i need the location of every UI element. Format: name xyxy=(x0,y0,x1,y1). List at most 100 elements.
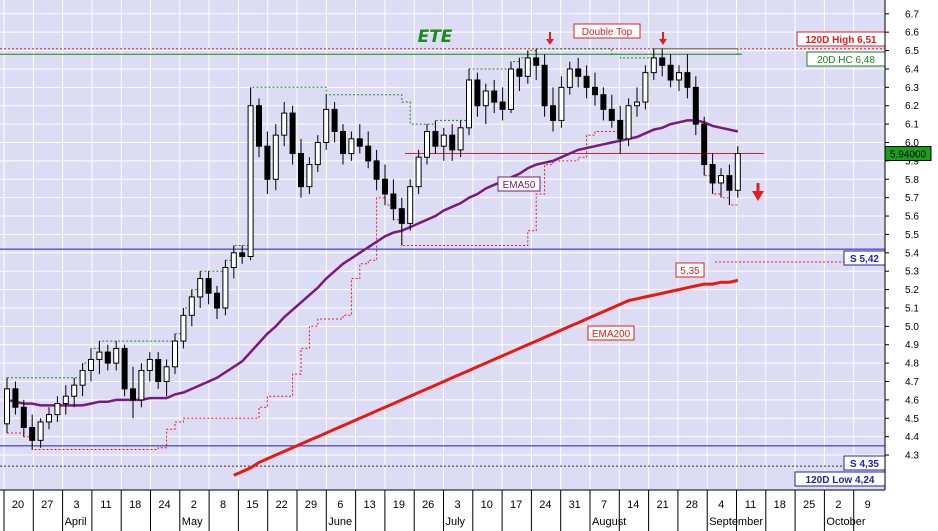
candle-body xyxy=(508,68,514,110)
candle-body xyxy=(734,153,741,191)
candle-body xyxy=(247,105,254,257)
x-tick-label: 2 xyxy=(835,499,841,511)
x-tick-label: 14 xyxy=(627,499,639,511)
x-tick-label: 28 xyxy=(686,499,698,511)
candle-body xyxy=(407,186,414,224)
candle-body xyxy=(113,347,120,364)
candle-body xyxy=(457,127,464,151)
last-price-label: 5.94000 xyxy=(890,150,927,161)
candle-body xyxy=(600,94,607,110)
candle-body xyxy=(625,105,632,140)
candle-body xyxy=(4,388,10,425)
candle-body xyxy=(222,267,229,309)
y-tick-label: 5.3 xyxy=(905,267,919,278)
candle-body xyxy=(659,57,666,66)
candle-body xyxy=(676,72,682,81)
trailing-low-line xyxy=(7,131,738,450)
candle-body xyxy=(71,384,78,397)
ema200-line xyxy=(233,278,739,477)
candle-body xyxy=(146,358,153,371)
y-tick-label: 5.0 xyxy=(905,322,919,333)
y-tick-label: 5.9 xyxy=(905,156,919,167)
stop-level-label: 5,35 xyxy=(680,266,700,277)
y-tick-label: 5.8 xyxy=(905,175,919,186)
candle-body xyxy=(583,75,590,88)
y-tick-label: 5.7 xyxy=(905,193,919,204)
x-tick-label: 10 xyxy=(481,499,493,511)
x-axis-band xyxy=(0,490,938,531)
month-label: October xyxy=(826,516,865,528)
x-tick-label: 8 xyxy=(220,499,226,511)
x-tick-label: 21 xyxy=(656,499,668,511)
month-label: August xyxy=(592,516,626,528)
y-tick-label: 6.4 xyxy=(905,64,919,75)
candle-body xyxy=(390,193,397,210)
candle-body xyxy=(104,351,111,364)
candlesticks xyxy=(4,48,741,450)
breakdown-arrow-icon xyxy=(752,191,764,201)
plot-area xyxy=(0,0,885,490)
candle-body xyxy=(415,156,422,188)
candle-body xyxy=(331,108,338,132)
double-top-arrow-right xyxy=(659,39,667,45)
candle-body xyxy=(37,421,44,441)
candle-body xyxy=(491,90,498,103)
candle-body xyxy=(541,64,548,107)
y-tick-label: 4.3 xyxy=(905,451,919,462)
candle-body xyxy=(348,138,355,155)
ema50-label: EMA50 xyxy=(503,180,536,191)
candle-body xyxy=(575,68,582,77)
candle-body xyxy=(684,72,691,88)
candle-body xyxy=(256,105,262,147)
candle-body xyxy=(230,252,237,269)
candle-body xyxy=(550,105,556,121)
x-tick-label: 13 xyxy=(363,499,375,511)
candle-body xyxy=(709,164,716,184)
candle-body xyxy=(20,406,27,428)
x-tick-label: 20 xyxy=(12,499,24,511)
candle-body xyxy=(340,130,346,155)
candle-body xyxy=(499,101,506,110)
x-tick-label: 24 xyxy=(539,499,551,511)
month-label: May xyxy=(182,516,203,528)
candle-body xyxy=(650,57,657,74)
candle-body xyxy=(382,178,388,195)
y-tick-label: 6.1 xyxy=(905,120,919,131)
candle-body xyxy=(323,108,330,143)
x-tick-label: 29 xyxy=(305,499,317,511)
candle-body xyxy=(306,164,313,188)
candle-body xyxy=(356,138,363,147)
candle-body xyxy=(79,369,86,386)
candle-body xyxy=(138,369,145,401)
x-tick-label: 6 xyxy=(337,499,343,511)
chart-annotations: ETE Double Top 120D High 6,51 20D HC 6,48 S… xyxy=(418,23,886,487)
candle-body xyxy=(642,72,649,103)
y-tick-label: 4.9 xyxy=(905,340,919,351)
indicator-overlays xyxy=(0,48,885,477)
x-tick-label: 15 xyxy=(246,499,258,511)
x-tick-label: 9 xyxy=(865,499,871,511)
candle-body xyxy=(172,340,178,368)
x-tick-label: 24 xyxy=(158,499,170,511)
candle-body xyxy=(188,296,195,316)
candle-body xyxy=(29,426,36,441)
candle-body xyxy=(634,101,640,107)
candle-body xyxy=(289,112,296,155)
candle-body xyxy=(264,145,271,180)
stop-level-label-box xyxy=(675,262,705,278)
y-tick-label: 5.5 xyxy=(905,230,919,241)
x-axis: 20 27 3 11 18 24 2 8 15 22 29 6 13 19 26 3 10 17 24 31 7 14 21… xyxy=(3,490,871,531)
candle-body xyxy=(180,314,187,342)
x-tick-label: 3 xyxy=(454,499,460,511)
y-tick-label: 6.3 xyxy=(905,83,919,94)
candle-body xyxy=(667,64,674,81)
x-tick-label: 31 xyxy=(569,499,581,511)
x-tick-label: 11 xyxy=(100,499,111,511)
candle-body xyxy=(424,130,430,158)
double-top-label: Double Top xyxy=(582,27,633,38)
x-tick-label: 22 xyxy=(276,499,288,511)
support-lower-label: S 4,35 xyxy=(850,459,879,470)
month-label: June xyxy=(328,516,352,528)
high-close-20d-label: 20D HC 6,48 xyxy=(817,55,875,66)
